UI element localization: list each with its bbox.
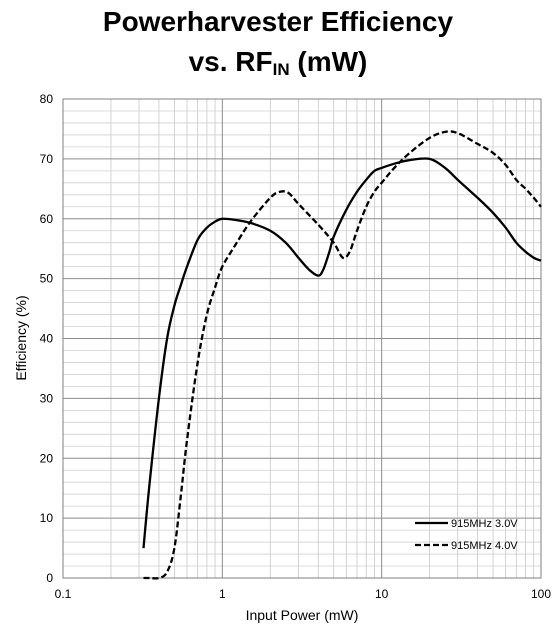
series-line-3v: [142, 157, 542, 549]
chart-title-line1: Powerharvester Efficiency: [102, 6, 454, 37]
x-axis-label: Input Power (mW): [246, 607, 359, 623]
y-tick-labels: 0 10 20 30 40 50 60 70 80: [40, 92, 54, 585]
y-axis-label: Efficiency (%): [13, 295, 29, 380]
y-tick-label: 70: [40, 152, 54, 166]
plot-area-frame: [62, 98, 542, 579]
y-tick-label: 20: [40, 451, 54, 465]
series-lines: [142, 130, 542, 580]
y-tick-label: 30: [40, 391, 54, 405]
x-tick-label: 0.1: [55, 587, 72, 601]
y-tick-label: 80: [40, 92, 54, 106]
x-tick-labels: 0.1 1 10 100: [55, 587, 552, 601]
y-tick-label: 0: [46, 571, 53, 585]
legend-label-3v: 915MHz 3.0V: [451, 518, 518, 530]
series-line-4v: [143, 130, 542, 580]
chart-title-suffix: (mW): [289, 46, 368, 77]
chart-title-subscript: IN: [272, 60, 290, 79]
y-tick-label: 50: [40, 272, 54, 286]
y-tick-label: 40: [40, 332, 54, 346]
x-tick-label: 1: [219, 587, 226, 601]
legend: 915MHz 3.0V 915MHz 4.0V: [415, 518, 518, 552]
y-tick-label: 10: [40, 511, 54, 525]
x-tick-label: 100: [531, 587, 551, 601]
chart-title-prefix: vs. RF: [188, 46, 273, 77]
legend-label-4v: 915MHz 4.0V: [451, 540, 518, 552]
x-tick-label: 10: [375, 587, 389, 601]
y-tick-label: 60: [40, 212, 54, 226]
chart-title-line2: vs. RFIN (mW): [0, 46, 556, 80]
